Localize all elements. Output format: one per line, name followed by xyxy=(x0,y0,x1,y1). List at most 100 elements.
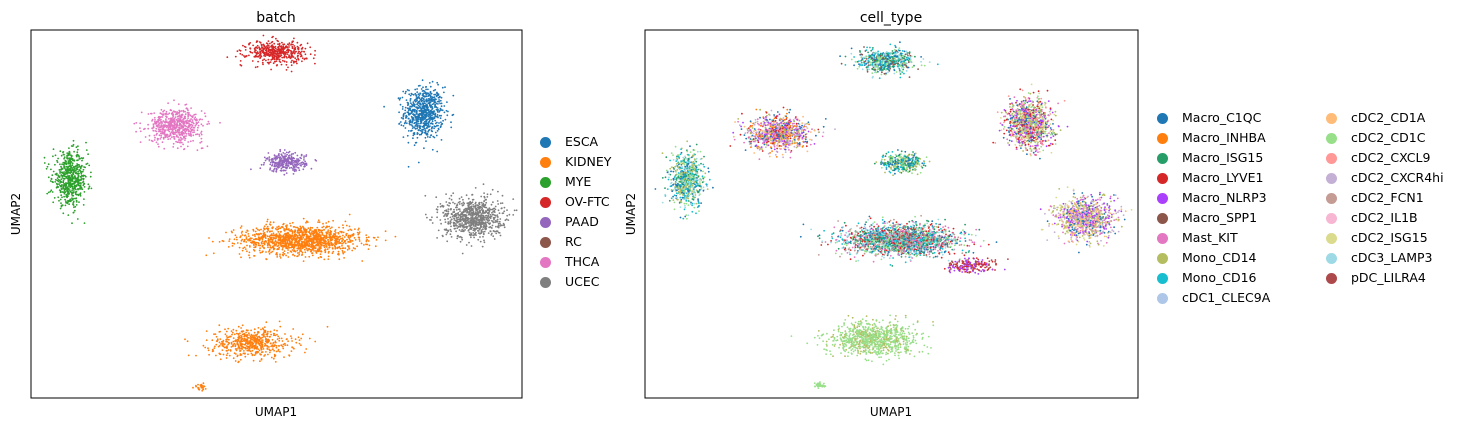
point-esca xyxy=(436,114,439,116)
point-kidney xyxy=(309,240,312,243)
point-paad xyxy=(285,172,288,175)
point-ov-ftc xyxy=(254,49,257,52)
point-thca xyxy=(200,132,202,134)
point-mye xyxy=(66,190,69,193)
point-esca xyxy=(433,136,436,139)
point-kidney xyxy=(326,325,329,328)
point-ov-ftc xyxy=(301,60,303,63)
point-kidney xyxy=(249,335,252,338)
point-paad xyxy=(288,167,291,169)
point-mye xyxy=(67,160,70,162)
point-kidney xyxy=(313,241,316,244)
point-kidney xyxy=(354,247,356,250)
point-ucec xyxy=(424,194,427,197)
point-ov-ftc xyxy=(273,46,275,49)
point-kidney xyxy=(288,354,291,357)
point-kidney xyxy=(207,349,210,352)
point-mye xyxy=(70,191,73,194)
point-esca xyxy=(411,121,413,124)
point-kidney xyxy=(282,222,285,225)
point-kidney xyxy=(266,341,268,344)
point-kidney xyxy=(222,339,225,342)
point-esca xyxy=(436,91,438,94)
point-esca xyxy=(426,118,428,121)
point-esca xyxy=(422,119,424,121)
point-paad xyxy=(278,161,281,164)
point-kidney xyxy=(283,228,285,230)
point-paad xyxy=(283,155,286,158)
point-mye xyxy=(52,170,55,173)
point-esca xyxy=(440,114,442,117)
point-kidney xyxy=(317,248,319,251)
point-mye xyxy=(75,204,78,206)
point-kidney xyxy=(338,258,341,261)
point-thca xyxy=(177,121,179,123)
point-kidney xyxy=(279,255,281,257)
point-esca xyxy=(402,90,405,93)
point-ov-ftc xyxy=(291,40,294,43)
point-thca xyxy=(159,128,162,131)
point-esca xyxy=(416,103,418,106)
point-kidney xyxy=(299,239,301,242)
point-esca xyxy=(429,113,432,115)
point-kidney xyxy=(264,342,266,345)
point-thca xyxy=(189,140,192,143)
point-thca xyxy=(152,125,155,127)
point-paad xyxy=(288,150,291,153)
point-ov-ftc xyxy=(288,49,291,52)
point-kidney xyxy=(290,350,293,352)
point-ucec xyxy=(457,216,460,219)
point-esca xyxy=(410,105,413,108)
point-paad xyxy=(266,158,268,160)
point-esca xyxy=(383,105,385,108)
point-kidney xyxy=(255,227,258,230)
point-esca xyxy=(422,116,424,118)
point-kidney xyxy=(274,361,277,363)
point-kidney xyxy=(251,336,254,338)
point-paad xyxy=(301,163,303,166)
point-thca xyxy=(148,134,151,137)
point-ucec xyxy=(491,188,494,191)
point-thca xyxy=(159,122,161,124)
point-ov-ftc xyxy=(271,40,274,43)
point-kidney xyxy=(311,243,313,246)
point-kidney xyxy=(351,249,354,252)
point-paad xyxy=(304,160,306,163)
point-kidney xyxy=(263,243,266,246)
point-ov-ftc xyxy=(241,53,244,56)
point-thca xyxy=(160,124,163,127)
point-kidney xyxy=(299,227,302,230)
point-esca xyxy=(418,122,420,125)
point-thca xyxy=(202,124,204,127)
point-ov-ftc xyxy=(296,41,299,44)
point-kidney xyxy=(272,234,275,237)
point-kidney xyxy=(323,229,325,231)
point-esca xyxy=(430,96,433,98)
point-kidney xyxy=(289,250,292,253)
point-thca xyxy=(156,139,159,141)
point-kidney xyxy=(327,255,330,258)
point-kidney xyxy=(221,340,223,343)
point-thca xyxy=(201,118,204,121)
point-ov-ftc xyxy=(314,54,316,56)
point-esca xyxy=(438,100,440,103)
point-mye xyxy=(63,161,66,164)
point-ov-ftc xyxy=(249,47,252,50)
point-kidney xyxy=(352,243,354,245)
point-mye xyxy=(85,141,87,144)
point-ov-ftc xyxy=(261,46,264,49)
point-kidney xyxy=(260,348,263,351)
point-kidney xyxy=(233,238,236,241)
point-esca xyxy=(415,110,418,113)
point-ov-ftc xyxy=(257,60,259,63)
point-mye xyxy=(83,191,86,193)
point-kidney xyxy=(301,247,304,250)
point-kidney xyxy=(267,353,269,356)
point-thca xyxy=(155,127,158,130)
point-esca xyxy=(442,119,444,122)
point-kidney xyxy=(231,331,234,334)
point-esca xyxy=(435,134,438,137)
point-ov-ftc xyxy=(291,52,294,55)
point-kidney xyxy=(292,253,294,256)
point-kidney xyxy=(239,337,242,339)
